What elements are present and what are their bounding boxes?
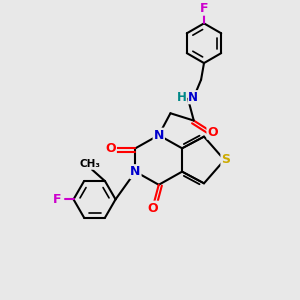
Text: CH₃: CH₃ [80,159,101,169]
Text: N: N [154,129,164,142]
Text: F: F [200,2,208,15]
Text: O: O [207,126,218,139]
Text: O: O [148,202,158,214]
Text: F: F [53,193,62,206]
Text: S: S [221,154,230,166]
Text: N: N [188,91,198,104]
Text: O: O [105,142,116,155]
Text: N: N [130,165,141,178]
Text: H: H [177,91,187,104]
